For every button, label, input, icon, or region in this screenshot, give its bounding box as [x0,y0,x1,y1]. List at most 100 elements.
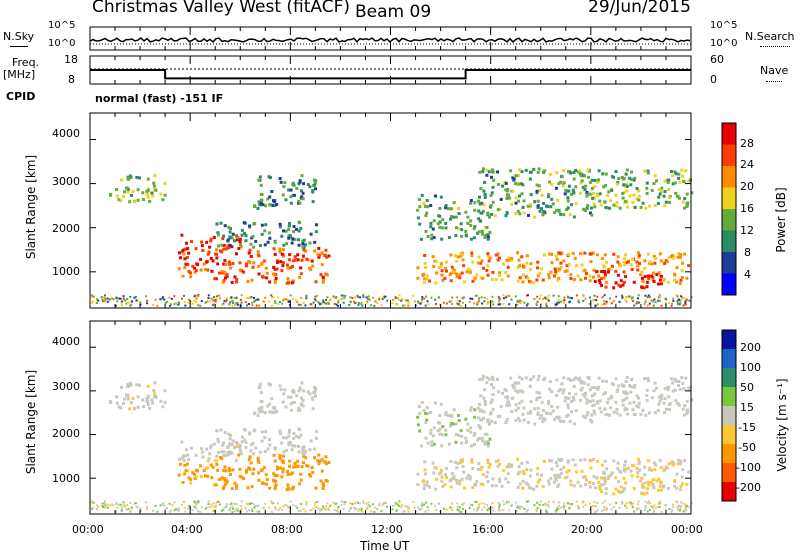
velocity-cell [273,479,277,483]
power-cell [648,295,651,298]
velocity-cell [599,410,603,414]
power-cell [273,252,277,256]
velocity-cell [631,408,635,412]
power-cell [424,229,428,233]
power-cell [435,271,439,275]
power-cell [455,272,459,276]
power-cell [311,200,315,204]
velocity-cell [478,378,482,382]
velocity-cell [481,377,485,381]
power-cell [510,298,513,301]
velocity-cell [549,459,553,463]
velocity-cell [430,440,434,444]
power-cell [483,300,486,303]
velocity-cell [441,485,445,489]
velocity-cell [637,507,640,510]
power-cell [308,185,312,189]
velocity-cell [466,422,470,426]
velocity-cell [152,388,156,392]
velocity-cell [272,453,276,457]
velocity-cell [233,502,236,505]
velocity-cell [209,463,213,467]
velocity-cell [182,500,185,503]
velocity-cell [245,468,249,472]
power-cell [486,298,489,301]
power-cell [360,301,363,304]
velocity-cell [607,474,611,478]
power-cell [214,300,217,303]
velocity-cell [210,503,213,506]
velocity-cell [215,454,219,458]
power-cell [680,295,683,298]
xtick-0000: 00:00 [72,523,104,536]
power-cell [673,272,677,276]
power-cell [632,193,636,197]
velocity-cell [221,487,225,491]
velocity-cell [657,477,661,481]
power-cell [498,271,502,275]
power-cell [305,257,309,261]
velocity-cell [453,460,457,464]
power-cell [213,296,216,299]
velocity-cell [327,461,331,465]
power-cell [508,294,511,297]
power-cell [212,304,215,307]
power-cell [245,296,248,299]
velocity-cell [424,472,428,476]
velocity-cell [240,507,243,510]
power-cell [446,207,450,211]
power-cell [554,254,558,258]
power-cell [604,206,608,210]
power-cell [207,294,210,297]
power-cell [526,204,530,208]
velocity-cell [546,411,550,415]
velocity-cell [481,439,485,443]
velocity-cell [601,502,604,505]
power-cell [299,303,302,306]
velocity-cell [227,466,231,470]
velocity-cell [671,389,675,393]
power-cell [635,260,639,264]
velocity-cell [196,469,200,473]
power-cell [228,235,232,239]
velocity-cell [533,504,536,507]
velocity-cell [492,509,495,512]
power-cell [273,267,277,271]
velocity-cell [680,504,683,507]
velocity-cell [366,506,369,509]
velocity-cell [550,467,554,471]
power-cell [579,252,583,256]
power-cell [574,202,578,206]
power-cell [673,278,677,282]
velocity-cell [468,475,472,479]
velocity-cell [533,422,537,426]
velocity-cell [289,395,293,399]
velocity-cell [678,509,681,512]
power-cell [240,294,243,297]
velocity-cell [518,505,521,508]
power-cell [529,202,533,206]
velocity-cell [207,500,210,503]
power-cbar-tick-4: 4 [744,268,751,281]
power-cell [635,197,639,201]
power-cell [204,260,208,264]
velocity-cell [325,505,328,508]
velocity-cell [618,413,622,417]
power-cell [586,175,590,179]
velocity-cell [344,501,347,504]
velocity-cell [521,479,525,483]
velocity-cell [242,477,246,481]
power-cell [444,206,448,210]
velocity-cell [337,510,340,513]
velocity-cell [216,468,220,472]
velocity-cell [221,443,225,447]
power-cell [646,169,650,173]
velocity-colorbar-segment [722,444,736,463]
velocity-cell [578,379,582,383]
velocity-cell [292,431,296,435]
power-cell [600,257,604,261]
velocity-cell [559,388,563,392]
power-cell [676,295,679,298]
velocity-cell [566,406,570,410]
velocity-cell [396,503,399,506]
